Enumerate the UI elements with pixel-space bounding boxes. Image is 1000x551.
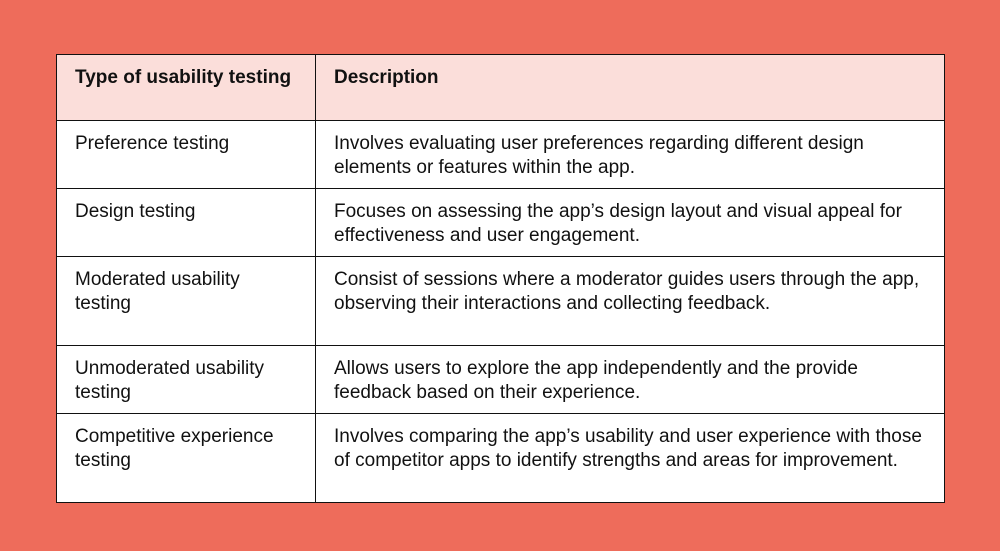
usability-testing-table: Type of usability testing Description Pr… <box>56 54 945 503</box>
header-type: Type of usability testing <box>56 54 316 121</box>
description-cell: Involves evaluating user preferences reg… <box>315 120 945 189</box>
table-row: Preference testing Involves evaluating u… <box>56 120 945 189</box>
type-cell: Design testing <box>56 188 316 257</box>
description-cell: Focuses on assessing the app’s design la… <box>315 188 945 257</box>
type-cell: Preference testing <box>56 120 316 189</box>
table-header-row: Type of usability testing Description <box>56 54 945 121</box>
table-row: Design testing Focuses on assessing the … <box>56 188 945 257</box>
description-cell: Allows users to explore the app independ… <box>315 345 945 414</box>
description-cell: Consist of sessions where a moderator gu… <box>315 256 945 346</box>
table-row: Moderated usability testing Consist of s… <box>56 256 945 346</box>
header-description: Description <box>315 54 945 121</box>
description-cell: Involves comparing the app’s usability a… <box>315 413 945 503</box>
type-cell: Moderated usability testing <box>56 256 316 346</box>
table-row: Competitive experience testing Involves … <box>56 413 945 503</box>
type-cell: Unmoderated usability testing <box>56 345 316 414</box>
type-cell: Competitive experience testing <box>56 413 316 503</box>
table-row: Unmoderated usability testing Allows use… <box>56 345 945 414</box>
